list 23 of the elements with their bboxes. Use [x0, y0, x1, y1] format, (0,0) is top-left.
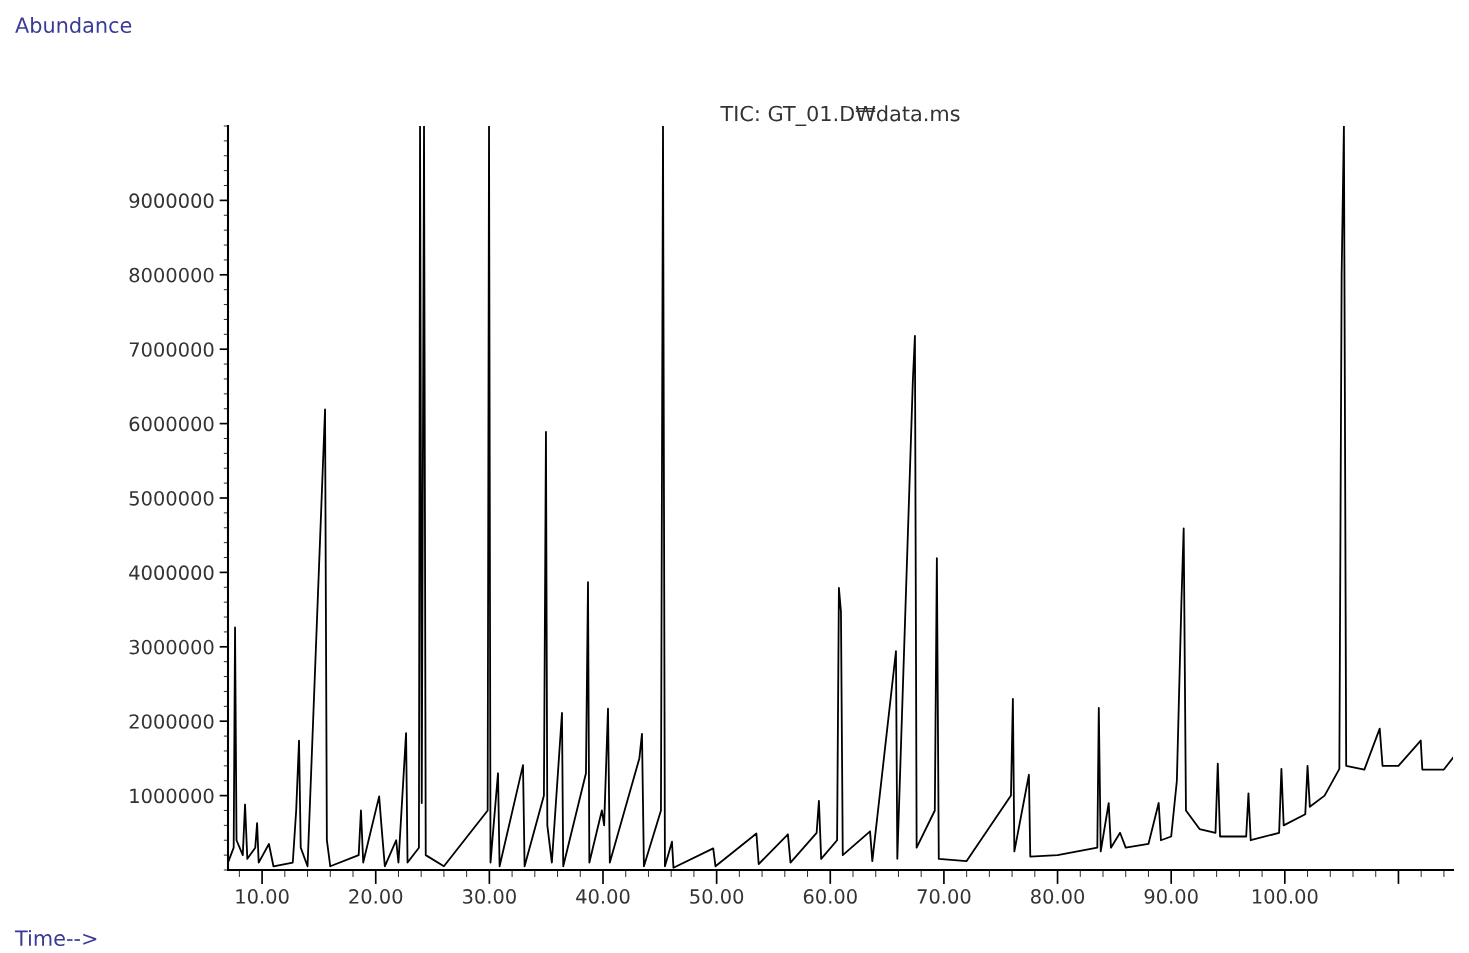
y-tick-label: 8000000	[129, 267, 214, 283]
x-tick-label: 30.00	[463, 889, 516, 904]
y-tick-label: 3000000	[129, 639, 214, 655]
x-tick-label: 80.00	[1031, 889, 1085, 904]
x-tick-label: 50.00	[690, 889, 744, 904]
y-tick-label: 1000000	[130, 788, 214, 804]
y-tick-label: 9000000	[129, 193, 214, 209]
x-tick-label: 10.00	[236, 889, 289, 904]
x-tick-label: 60.00	[803, 889, 857, 904]
line-series	[228, 126, 1453, 869]
y-tick-label: 6000000	[129, 416, 214, 432]
x-axis-title: Time-->	[14, 929, 97, 947]
x-tick-label: 40.00	[576, 889, 630, 904]
chart-title: TIC: GT_01.D₩data.ms	[720, 105, 960, 126]
x-tick-label: 100.00	[1252, 889, 1318, 904]
y-tick-label: 4000000	[129, 565, 214, 581]
x-tick-label: 20.00	[349, 889, 403, 904]
y-tick-label: 5000000	[129, 490, 214, 506]
y-axis-title: Abundance	[15, 16, 132, 34]
x-tick-label: 90.00	[1144, 889, 1198, 904]
x-tick-label: 70.00	[917, 889, 971, 904]
y-tick-label: 7000000	[129, 342, 214, 357]
y-tick-label: 2000000	[129, 714, 214, 729]
